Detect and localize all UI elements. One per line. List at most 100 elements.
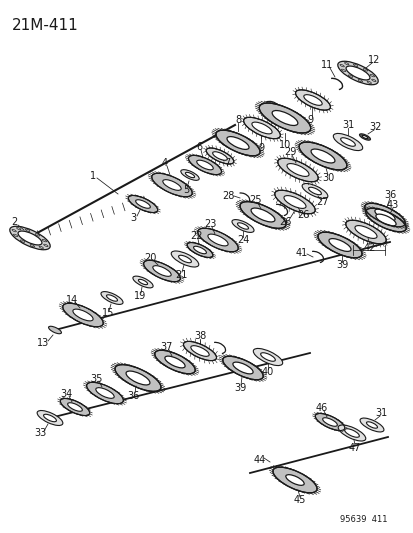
Ellipse shape <box>240 201 285 228</box>
Ellipse shape <box>243 117 280 139</box>
Text: 8: 8 <box>234 115 240 125</box>
Text: 28: 28 <box>221 191 234 201</box>
Ellipse shape <box>95 387 114 398</box>
Text: 29: 29 <box>283 147 295 157</box>
Text: 23: 23 <box>203 219 216 229</box>
Text: 35: 35 <box>90 374 103 384</box>
Ellipse shape <box>358 134 370 140</box>
Ellipse shape <box>259 103 310 133</box>
Text: 47: 47 <box>348 443 360 453</box>
Text: 9: 9 <box>306 115 312 125</box>
Ellipse shape <box>152 265 171 276</box>
Ellipse shape <box>272 467 316 493</box>
Ellipse shape <box>106 295 117 301</box>
Ellipse shape <box>237 223 248 229</box>
Ellipse shape <box>128 196 157 213</box>
Ellipse shape <box>310 149 334 163</box>
Ellipse shape <box>295 90 330 110</box>
Text: 3: 3 <box>130 213 136 223</box>
Text: 32: 32 <box>369 122 381 132</box>
Ellipse shape <box>138 279 147 285</box>
Ellipse shape <box>115 365 161 391</box>
Ellipse shape <box>260 353 275 361</box>
Ellipse shape <box>231 220 254 232</box>
Text: 15: 15 <box>102 308 114 318</box>
Ellipse shape <box>48 326 61 334</box>
Ellipse shape <box>344 429 358 437</box>
Ellipse shape <box>328 239 350 252</box>
Ellipse shape <box>162 180 181 190</box>
Text: 37: 37 <box>160 342 173 352</box>
Text: 6: 6 <box>195 142 202 152</box>
Ellipse shape <box>298 142 346 170</box>
Ellipse shape <box>187 243 212 257</box>
Ellipse shape <box>303 95 321 106</box>
Text: 4: 4 <box>161 158 168 168</box>
Ellipse shape <box>361 135 367 139</box>
Text: 21: 21 <box>174 270 187 280</box>
Ellipse shape <box>10 226 50 250</box>
Text: 36: 36 <box>126 391 139 401</box>
Ellipse shape <box>375 214 395 226</box>
Ellipse shape <box>101 292 123 304</box>
Ellipse shape <box>337 61 377 85</box>
Text: 30: 30 <box>321 173 333 183</box>
Ellipse shape <box>133 276 153 288</box>
Ellipse shape <box>274 190 314 214</box>
Text: 45: 45 <box>293 495 306 505</box>
Ellipse shape <box>207 234 228 246</box>
Ellipse shape <box>86 382 123 403</box>
Ellipse shape <box>178 255 191 263</box>
Text: 2: 2 <box>11 217 17 227</box>
Ellipse shape <box>183 342 216 361</box>
Text: 21M-411: 21M-411 <box>12 18 78 33</box>
Text: 5: 5 <box>183 185 189 195</box>
Text: 14: 14 <box>66 295 78 305</box>
Ellipse shape <box>285 475 304 486</box>
Ellipse shape <box>345 66 369 80</box>
Ellipse shape <box>18 231 42 245</box>
Text: 1: 1 <box>90 171 96 181</box>
Ellipse shape <box>212 152 227 160</box>
Ellipse shape <box>337 425 365 441</box>
Text: 13: 13 <box>37 338 49 348</box>
Ellipse shape <box>152 173 192 197</box>
Text: 44: 44 <box>253 455 266 465</box>
Ellipse shape <box>193 246 206 254</box>
Ellipse shape <box>143 260 180 281</box>
Ellipse shape <box>180 169 199 180</box>
Ellipse shape <box>60 399 90 416</box>
Text: 12: 12 <box>367 55 379 65</box>
Ellipse shape <box>332 133 362 150</box>
Ellipse shape <box>164 356 185 368</box>
Ellipse shape <box>250 208 274 222</box>
Ellipse shape <box>222 356 263 379</box>
Text: 34: 34 <box>60 389 72 399</box>
Ellipse shape <box>43 414 56 422</box>
Ellipse shape <box>196 160 213 170</box>
Text: 7: 7 <box>223 158 230 168</box>
Ellipse shape <box>364 203 404 227</box>
Ellipse shape <box>317 232 361 258</box>
Ellipse shape <box>233 362 252 374</box>
Ellipse shape <box>188 156 221 175</box>
Ellipse shape <box>340 138 354 146</box>
Text: 36: 36 <box>383 190 395 200</box>
Ellipse shape <box>354 225 376 238</box>
Ellipse shape <box>286 164 308 176</box>
Text: 26: 26 <box>278 217 290 227</box>
Text: 31: 31 <box>341 120 353 130</box>
Ellipse shape <box>283 196 305 208</box>
Ellipse shape <box>67 403 82 411</box>
Text: 31: 31 <box>374 408 386 418</box>
Ellipse shape <box>365 208 405 232</box>
Ellipse shape <box>359 418 383 432</box>
Ellipse shape <box>197 228 237 252</box>
Text: 43: 43 <box>386 200 398 210</box>
Ellipse shape <box>226 136 249 149</box>
Ellipse shape <box>301 183 327 198</box>
Text: 26: 26 <box>296 210 309 220</box>
Text: 19: 19 <box>133 291 146 301</box>
Ellipse shape <box>374 209 394 221</box>
Ellipse shape <box>277 158 318 182</box>
